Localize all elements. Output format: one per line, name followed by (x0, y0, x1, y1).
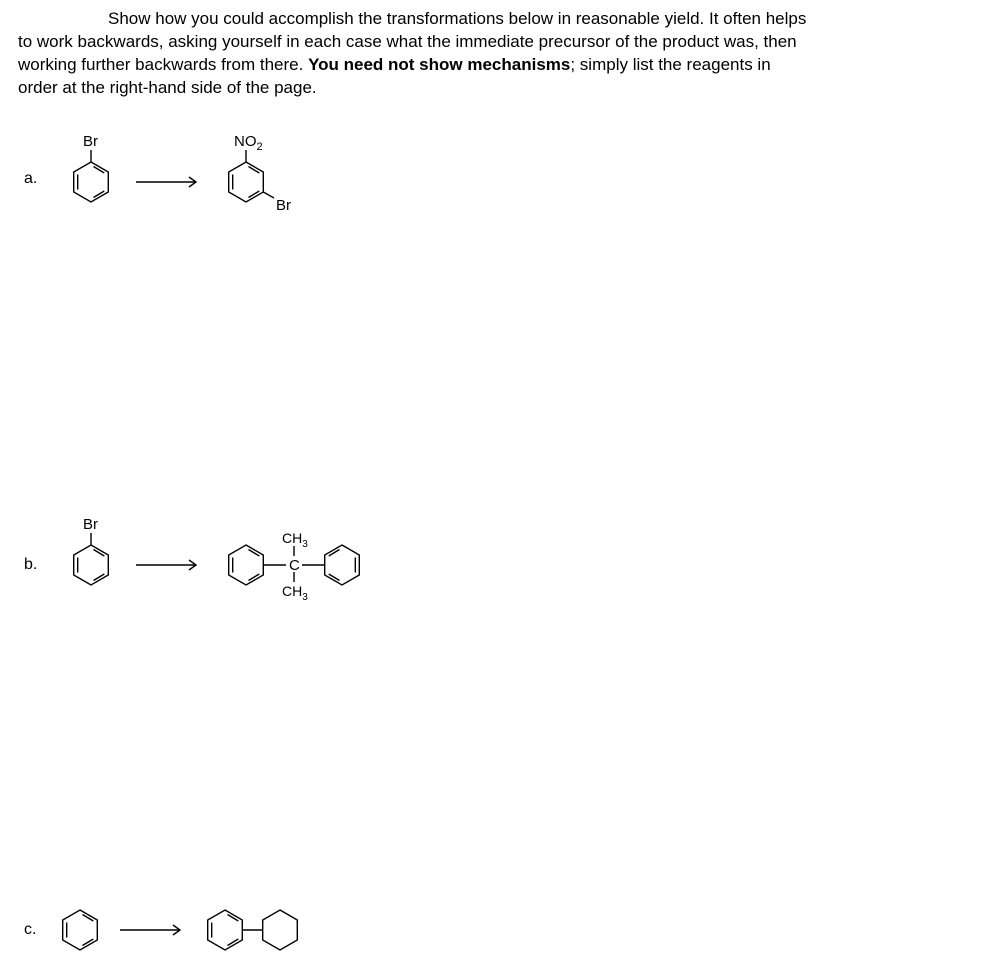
problem-c-label: c. (24, 921, 36, 939)
problem-a: a. (24, 124, 978, 234)
problem-b: b. (24, 510, 978, 620)
problem-b-structure: Br CH3 C CH3 (51, 510, 421, 620)
b-start-br-label: Br (83, 516, 98, 533)
intro-line-3-bold: You need not show mechanisms (308, 55, 570, 74)
problem-a-label: a. (24, 170, 37, 188)
intro-line-1: Show how you could accomplish the transf… (18, 8, 978, 31)
b-c-center-label: C (289, 557, 300, 574)
instructions: Show how you could accomplish the transf… (18, 8, 978, 100)
problem-a-structure: Br NO2 Br (51, 124, 331, 234)
a-prod-br-label: Br (276, 197, 291, 214)
intro-line-3a: working further backwards from there. (18, 55, 308, 74)
b-ch3-bot-label: CH3 (282, 583, 308, 603)
a-start-br-label: Br (83, 133, 98, 150)
a-prod-no2-label: NO2 (234, 133, 263, 153)
problem-c-structure (50, 895, 350, 965)
intro-line-4: order at the right-hand side of the page… (18, 78, 317, 97)
problem-b-label: b. (24, 556, 37, 574)
b-ch3-top-label: CH3 (282, 530, 308, 550)
intro-line-2: to work backwards, asking yourself in ea… (18, 32, 797, 51)
problem-c: c. (24, 890, 978, 970)
page: Show how you could accomplish the transf… (0, 0, 996, 970)
intro-line-3b: ; simply list the reagents in (570, 55, 770, 74)
